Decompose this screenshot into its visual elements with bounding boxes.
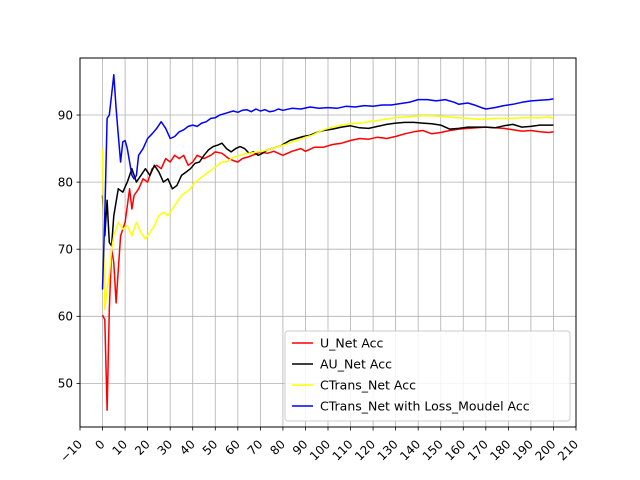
y-tick-label: 90 — [58, 108, 73, 122]
x-tick-label: 20 — [132, 437, 153, 458]
series-line-4 — [101, 74, 554, 290]
legend-box — [284, 330, 571, 422]
x-tick-label: 50 — [200, 437, 221, 458]
x-tick-label: 110 — [330, 437, 356, 463]
x-tick-label: 150 — [420, 437, 446, 463]
y-tick-label: 70 — [58, 243, 73, 257]
legend-label: CTrans_Net Acc — [320, 378, 416, 393]
legend: U_Net Acc AU_Net Acc CTrans_Net Acc CTrans_… — [284, 330, 571, 422]
x-tick-label: 130 — [375, 437, 401, 463]
x-tick-label: 100 — [307, 437, 333, 463]
y-tick-label: 60 — [58, 310, 73, 324]
series-line-1 — [101, 126, 554, 411]
x-tick-label: 160 — [442, 437, 468, 463]
legend-label: AU_Net Acc — [320, 357, 392, 372]
y-tick-label: 80 — [58, 175, 73, 189]
x-tick-label: 30 — [155, 437, 176, 458]
x-tick-label: 190 — [510, 437, 536, 463]
x-tick-label: 10 — [110, 437, 131, 458]
y-tick-label: 50 — [58, 377, 73, 391]
legend-label: CTrans_Net with Loss_Moudel Acc — [320, 399, 530, 414]
x-tick-label: 180 — [487, 437, 513, 463]
x-tick-label: 70 — [245, 437, 266, 458]
x-tick-label: 120 — [352, 437, 378, 463]
x-tick-label: 200 — [532, 437, 558, 463]
x-tick-label: 210 — [555, 437, 581, 463]
series-line-3 — [101, 114, 554, 311]
x-tick-label: 80 — [267, 437, 288, 458]
x-tick-label: −10 — [57, 437, 85, 465]
x-tick-label: 40 — [177, 437, 198, 458]
series-lines — [101, 74, 554, 411]
x-tick-label: 140 — [397, 437, 423, 463]
x-tick-label: 0 — [92, 437, 107, 452]
legend-label: U_Net Acc — [320, 336, 384, 351]
x-tick-label: 170 — [465, 437, 491, 463]
x-tick-label: 60 — [222, 437, 243, 458]
series-line-2 — [101, 121, 554, 247]
